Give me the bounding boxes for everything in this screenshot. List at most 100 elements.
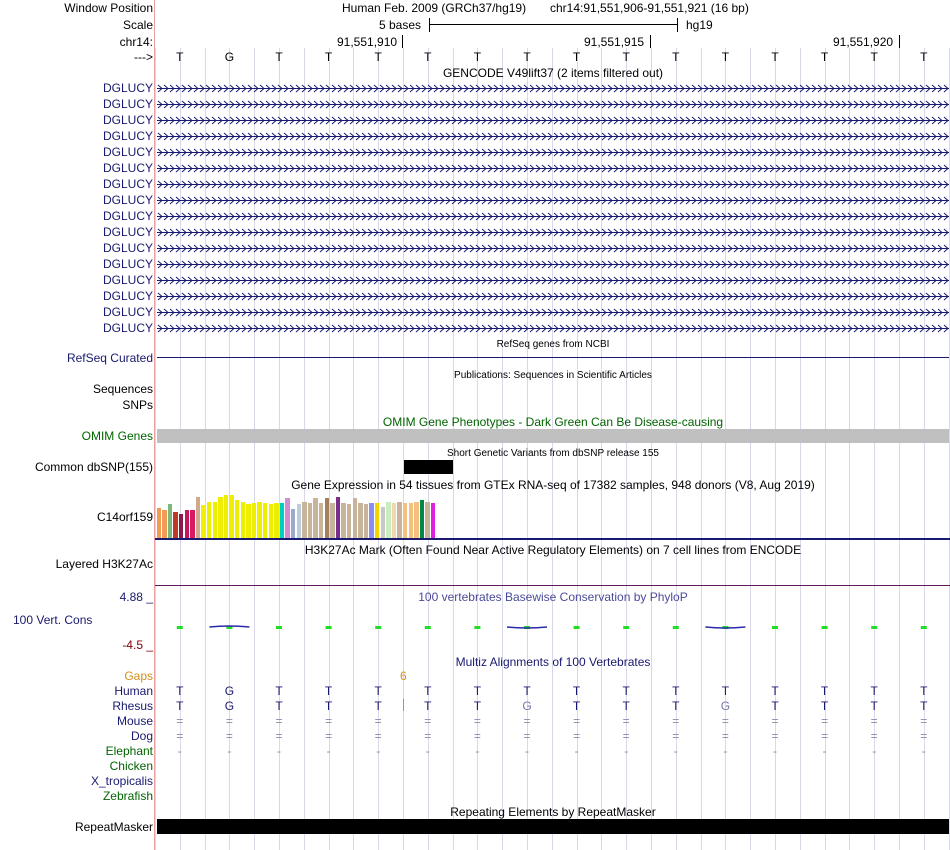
- omim-track-label[interactable]: OMIM Genes: [81, 429, 153, 443]
- gtex-tissue-bar[interactable]: [386, 502, 391, 538]
- phylop-plot[interactable]: [157, 613, 950, 643]
- multiz-species-label[interactable]: Chicken: [109, 759, 153, 773]
- gencode-item-label[interactable]: DGLUCY: [102, 225, 153, 239]
- gtex-tissue-bar[interactable]: [162, 510, 167, 538]
- gtex-tissue-bar[interactable]: [425, 502, 430, 538]
- omim-gene-bar[interactable]: [157, 429, 949, 443]
- gencode-item-label[interactable]: DGLUCY: [102, 273, 153, 287]
- gencode-item-label[interactable]: DGLUCY: [102, 209, 153, 223]
- gencode-item-label[interactable]: DGLUCY: [102, 193, 153, 207]
- gtex-tissue-bar[interactable]: [430, 503, 436, 538]
- gtex-tissue-bar[interactable]: [369, 503, 374, 538]
- gencode-item-label[interactable]: DGLUCY: [102, 177, 153, 191]
- gencode-item-label[interactable]: DGLUCY: [102, 161, 153, 175]
- gtex-tissue-bar[interactable]: [408, 503, 414, 538]
- refseq-gene-line[interactable]: [157, 357, 949, 358]
- gtex-expression-chart[interactable]: [156, 490, 556, 538]
- gencode-transcript[interactable]: [157, 196, 949, 205]
- gtex-tissue-bar[interactable]: [302, 502, 307, 538]
- gtex-tissue-bar[interactable]: [156, 508, 162, 538]
- dbsnp-track-label[interactable]: Common dbSNP(155): [34, 460, 153, 474]
- gtex-tissue-bar[interactable]: [290, 509, 296, 538]
- gtex-tissue-bar[interactable]: [380, 507, 386, 538]
- gtex-tissue-bar[interactable]: [318, 503, 324, 538]
- multiz-species-label[interactable]: Rhesus: [112, 699, 153, 713]
- gtex-tissue-bar[interactable]: [262, 503, 268, 538]
- gtex-tissue-bar[interactable]: [313, 498, 318, 538]
- gtex-tissue-bar[interactable]: [414, 502, 419, 538]
- gencode-transcript[interactable]: [157, 164, 949, 173]
- gencode-item-label[interactable]: DGLUCY: [102, 289, 153, 303]
- gtex-tissue-bar[interactable]: [285, 498, 290, 538]
- gencode-transcript[interactable]: [157, 116, 949, 125]
- gtex-tissue-bar[interactable]: [391, 503, 397, 538]
- gencode-transcript[interactable]: [157, 292, 949, 301]
- gtex-tissue-bar[interactable]: [346, 504, 352, 538]
- gtex-tissue-bar[interactable]: [218, 497, 223, 538]
- gtex-tissue-bar[interactable]: [195, 497, 201, 538]
- gtex-tissue-bar[interactable]: [173, 512, 178, 538]
- gencode-transcript[interactable]: [157, 324, 949, 333]
- gtex-tissue-bar[interactable]: [307, 503, 313, 538]
- gencode-item-label[interactable]: DGLUCY: [102, 97, 153, 111]
- gtex-tissue-bar[interactable]: [419, 500, 425, 538]
- gencode-transcript[interactable]: [157, 148, 949, 157]
- repeatmasker-element-bar[interactable]: [157, 819, 949, 834]
- gtex-tissue-bar[interactable]: [402, 503, 408, 538]
- dbsnp-variant-block[interactable]: [404, 460, 453, 474]
- publications-sequences-label[interactable]: Sequences: [92, 382, 153, 396]
- gencode-item-label[interactable]: DGLUCY: [102, 81, 153, 95]
- gtex-tissue-bar[interactable]: [279, 503, 285, 538]
- phylop-track-label[interactable]: 100 Vert. Cons: [13, 613, 93, 627]
- gtex-tissue-bar[interactable]: [341, 503, 346, 538]
- gtex-tissue-bar[interactable]: [363, 504, 369, 538]
- h3k27ac-track-label[interactable]: Layered H3K27Ac: [55, 557, 153, 571]
- gencode-transcript[interactable]: [157, 212, 949, 221]
- gtex-tissue-bar[interactable]: [251, 503, 257, 538]
- gencode-item-label[interactable]: DGLUCY: [102, 305, 153, 319]
- gencode-item-label[interactable]: DGLUCY: [102, 129, 153, 143]
- gtex-tissue-bar[interactable]: [229, 495, 234, 538]
- gtex-tissue-bar[interactable]: [178, 514, 184, 538]
- gtex-tissue-bar[interactable]: [358, 503, 363, 538]
- multiz-species-label[interactable]: Dog: [130, 729, 153, 743]
- gencode-transcript[interactable]: [157, 84, 949, 93]
- multiz-species-label[interactable]: Mouse: [116, 714, 153, 728]
- position-label[interactable]: chr14:91,551,906-91,551,921 (16 bp): [550, 1, 749, 15]
- gtex-tissue-bar[interactable]: [201, 505, 206, 538]
- gtex-tissue-bar[interactable]: [234, 500, 240, 538]
- gtex-tissue-bar[interactable]: [190, 510, 195, 538]
- gtex-tissue-bar[interactable]: [296, 504, 302, 538]
- gtex-tissue-bar[interactable]: [184, 510, 190, 538]
- gtex-tissue-bar[interactable]: [397, 502, 402, 538]
- gencode-transcript[interactable]: [157, 100, 949, 109]
- gencode-transcript[interactable]: [157, 308, 949, 317]
- gtex-tissue-bar[interactable]: [167, 504, 173, 538]
- gtex-tissue-bar[interactable]: [206, 502, 212, 538]
- multiz-species-label[interactable]: X_tropicalis: [90, 774, 153, 788]
- gtex-tissue-bar[interactable]: [330, 503, 335, 538]
- gencode-transcript[interactable]: [157, 228, 949, 237]
- multiz-species-label[interactable]: Zebrafish: [102, 789, 153, 803]
- gencode-transcript[interactable]: [157, 260, 949, 269]
- gencode-transcript[interactable]: [157, 180, 949, 189]
- publications-snps-label[interactable]: SNPs: [122, 398, 153, 412]
- gtex-tissue-bar[interactable]: [324, 498, 330, 538]
- gtex-tissue-bar[interactable]: [268, 504, 274, 538]
- gencode-transcript[interactable]: [157, 244, 949, 253]
- gencode-item-label[interactable]: DGLUCY: [102, 113, 153, 127]
- gencode-item-label[interactable]: DGLUCY: [102, 257, 153, 271]
- gtex-tissue-bar[interactable]: [257, 502, 262, 538]
- gtex-tissue-bar[interactable]: [223, 495, 229, 538]
- gtex-tissue-bar[interactable]: [274, 503, 279, 538]
- gtex-tissue-bar[interactable]: [374, 503, 380, 538]
- multiz-species-label[interactable]: Human: [114, 684, 153, 698]
- gtex-tissue-bar[interactable]: [335, 497, 341, 538]
- gtex-tissue-bar[interactable]: [246, 504, 251, 538]
- gtex-tissue-bar[interactable]: [212, 502, 218, 538]
- gencode-item-label[interactable]: DGLUCY: [102, 321, 153, 335]
- gtex-tissue-bar[interactable]: [240, 502, 246, 538]
- gtex-track-label[interactable]: C14orf159: [96, 510, 153, 524]
- multiz-species-label[interactable]: Elephant: [105, 744, 153, 758]
- repeatmasker-track-label[interactable]: RepeatMasker: [74, 820, 153, 834]
